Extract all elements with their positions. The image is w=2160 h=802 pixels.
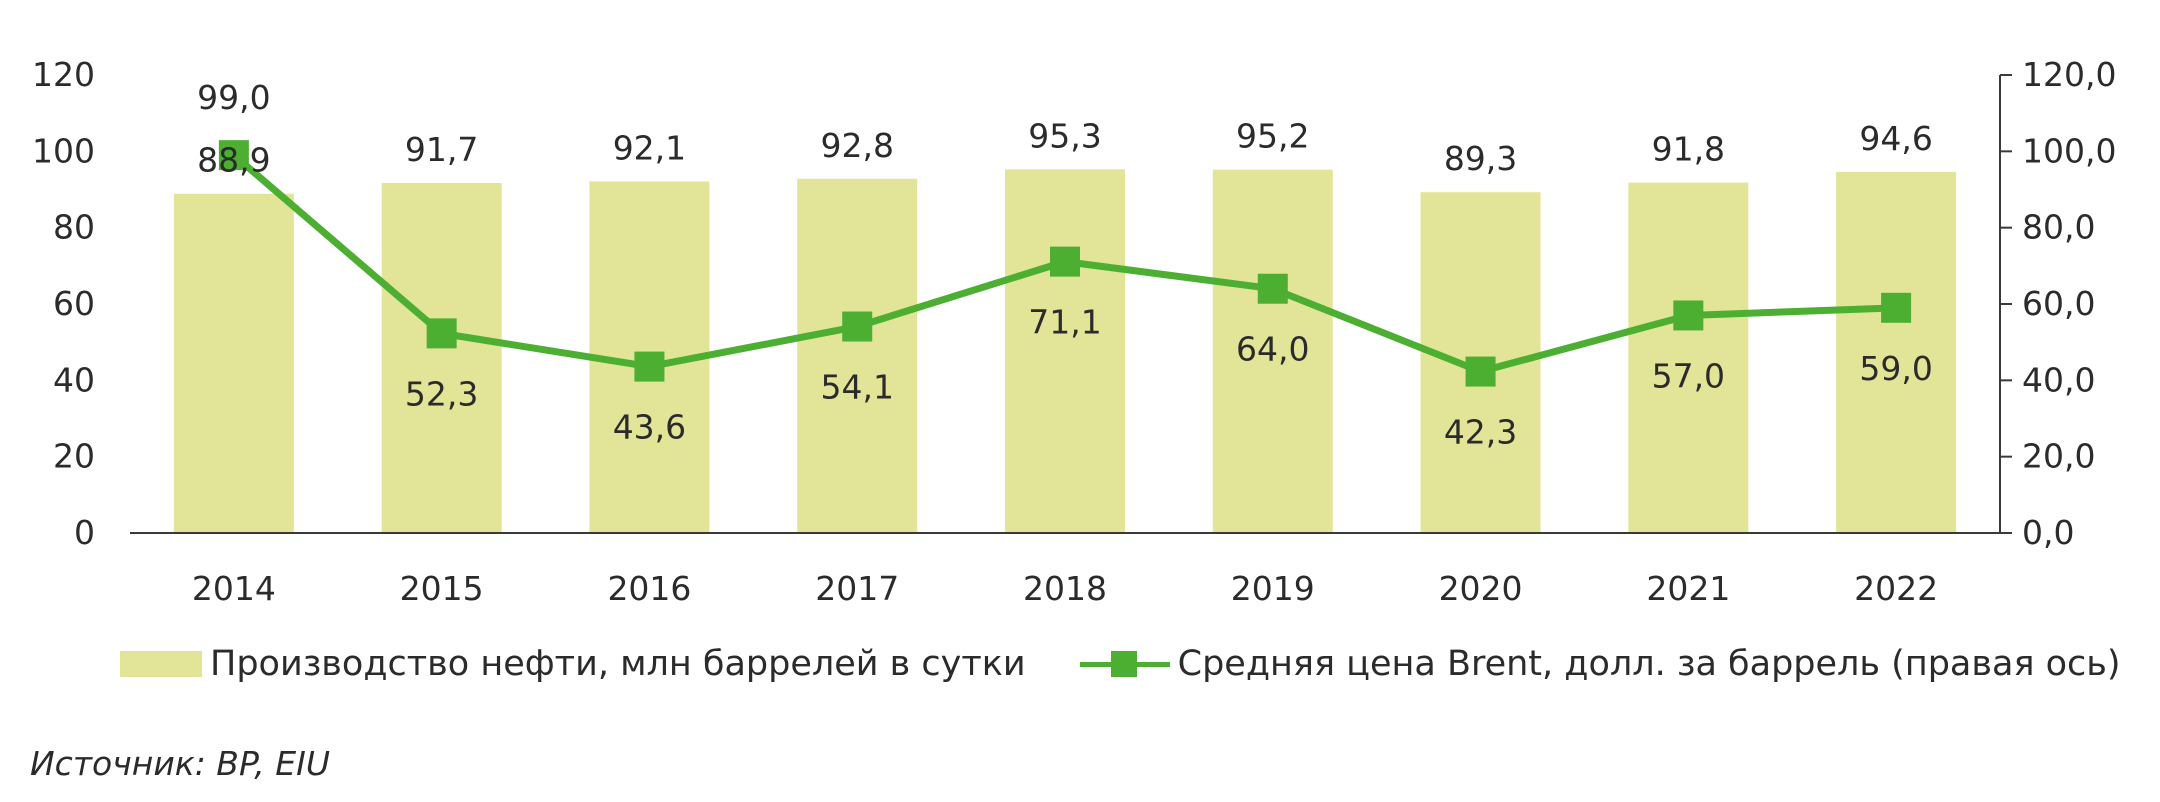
y-right-tick-label: 80,0 xyxy=(2022,208,2095,247)
y-left-tick-label: 40 xyxy=(53,360,95,399)
x-tick-label: 2016 xyxy=(607,569,691,608)
bar-data-label: 89,3 xyxy=(1444,139,1517,178)
y-left-tick-label: 0 xyxy=(74,513,95,552)
price-marker-2014 xyxy=(218,140,249,171)
x-tick-label: 2022 xyxy=(1854,569,1938,608)
price-marker-2022 xyxy=(1881,292,1912,323)
price-data-label: 43,6 xyxy=(613,408,686,447)
legend-item-price: Средняя цена Brent, долл. за баррель (пр… xyxy=(1026,644,2121,684)
price-line-layer xyxy=(218,140,1912,387)
bar-data-label: 95,2 xyxy=(1236,117,1309,156)
bar-data-label: 92,1 xyxy=(613,128,686,167)
x-tick-label: 2019 xyxy=(1231,569,1315,608)
legend-line-swatch xyxy=(1079,649,1170,679)
price-marker-2019 xyxy=(1257,273,1288,304)
price-marker-2020 xyxy=(1465,356,1496,387)
bar-data-label: 92,8 xyxy=(820,126,893,165)
bar-2018 xyxy=(1005,169,1125,533)
legend-label-production: Производство нефти, млн баррелей в сутки xyxy=(210,644,1026,684)
legend-item-production: Производство нефти, млн баррелей в сутки xyxy=(120,644,1026,684)
price-marker-2021 xyxy=(1673,300,1704,331)
price-data-label: 64,0 xyxy=(1236,330,1309,369)
data-labels-layer: 88,9 91,7 92,1 92,8 95,3 95,2 89,3 91,8 94,6 99,0… xyxy=(197,78,1933,451)
price-data-label: 52,3 xyxy=(405,374,478,413)
y-right-tick-label: 0,0 xyxy=(2022,513,2074,552)
x-tick-label: 2014 xyxy=(192,569,276,608)
x-tick-label: 2018 xyxy=(1023,569,1107,608)
price-marker-2015 xyxy=(426,318,457,349)
y-left-tick-label: 120 xyxy=(32,55,95,94)
price-marker-2017 xyxy=(842,311,873,342)
bar-2021 xyxy=(1628,182,1749,533)
price-data-label: 57,0 xyxy=(1652,356,1725,395)
price-marker-2018 xyxy=(1050,246,1080,277)
bar-2022 xyxy=(1836,171,1957,533)
x-tick-label: 2017 xyxy=(815,569,899,608)
x-tick-label: 2015 xyxy=(400,569,484,608)
bars-layer xyxy=(173,169,1957,534)
source-note: Источник: BP, EIU xyxy=(30,744,331,783)
legend: Производство нефти, млн баррелей в сутки… xyxy=(120,644,2121,684)
bar-data-label: 88,9 xyxy=(197,141,270,180)
price-data-label: 71,1 xyxy=(1028,303,1101,342)
y-right-tick-label: 120,0 xyxy=(2022,55,2116,94)
bar-2015 xyxy=(381,183,502,534)
legend-square-marker xyxy=(1110,651,1137,677)
price-data-label: 42,3 xyxy=(1444,413,1517,452)
legend-label-price: Средняя цена Brent, долл. за баррель (пр… xyxy=(1177,644,2121,684)
x-tick-label: 2020 xyxy=(1439,569,1523,608)
bar-2019 xyxy=(1212,169,1333,534)
bar-data-label: 95,3 xyxy=(1028,116,1101,155)
y-left-tick-label: 80 xyxy=(53,208,95,247)
bar-data-label: 91,8 xyxy=(1652,130,1725,169)
y-right-tick-label: 40,0 xyxy=(2022,360,2095,399)
y-left-tick-label: 100 xyxy=(32,131,95,170)
price-marker-2016 xyxy=(634,351,665,382)
bar-data-label: 94,6 xyxy=(1859,119,1932,158)
legend-bar-swatch xyxy=(120,651,202,677)
bar-2014 xyxy=(173,193,294,533)
price-data-label: 59,0 xyxy=(1859,349,1932,388)
price-data-label: 99,0 xyxy=(197,78,270,117)
axes-layer: 0 20 40 60 80 100 120 0,0 20,0 40,0 60,0 80,0 100,0 1… xyxy=(32,55,2116,608)
x-tick-label: 2021 xyxy=(1646,569,1730,608)
y-left-tick-label: 20 xyxy=(53,437,95,476)
bar-2017 xyxy=(797,178,918,533)
chart: 0 20 40 60 80 100 120 0,0 20,0 40,0 60,0 80,0 100,0 1… xyxy=(32,55,2116,608)
price-data-label: 54,1 xyxy=(820,368,893,407)
y-left-tick-label: 60 xyxy=(53,284,95,323)
y-right-tick-label: 60,0 xyxy=(2022,284,2095,323)
bar-data-label: 91,7 xyxy=(405,130,478,169)
y-right-tick-label: 20,0 xyxy=(2022,437,2095,476)
y-right-tick-label: 100,0 xyxy=(2022,131,2116,170)
